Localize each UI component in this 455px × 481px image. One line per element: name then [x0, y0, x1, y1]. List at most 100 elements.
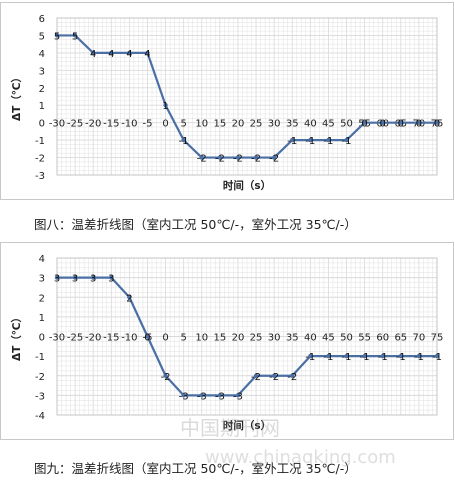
data-point [308, 137, 313, 143]
data-label: 0 [398, 119, 404, 130]
data-label: -1 [305, 352, 315, 363]
x-tick-label: 55 [358, 333, 371, 344]
chart-9-caption: 图九：温差折线图（室内工况 50℃/-，室外工况 35℃/-） [34, 461, 357, 476]
data-point [54, 33, 60, 38]
x-tick-label: 10 [195, 119, 208, 130]
data-point [326, 353, 331, 359]
data-point [109, 50, 114, 56]
x-tick-label: 75 [431, 333, 444, 344]
x-axis-label: 时间（s） [223, 419, 271, 432]
x-axis-label: 时间（s） [223, 179, 271, 192]
data-label: -1 [414, 352, 424, 363]
data-label: 5 [54, 31, 60, 42]
data-label: -3 [179, 391, 189, 402]
x-tick-label: 0 [162, 119, 168, 130]
data-label: -1 [305, 136, 315, 147]
data-label: -2 [251, 154, 261, 165]
data-point [398, 120, 404, 125]
x-tick-label: 40 [304, 333, 317, 344]
x-tick-label: 25 [250, 119, 263, 130]
data-label: -2 [161, 372, 171, 383]
data-point [199, 155, 204, 160]
data-label: 0 [416, 119, 422, 130]
data-label: 1 [162, 101, 168, 112]
grid [56, 17, 438, 176]
x-tick-label: 60 [376, 333, 389, 344]
data-point [380, 120, 385, 125]
series-line [57, 34, 437, 159]
data-point [163, 103, 168, 108]
data-point [145, 50, 150, 56]
x-tick-label: 10 [195, 333, 208, 344]
data-point [217, 155, 223, 160]
x-tick-label: 0 [162, 333, 168, 344]
data-label: 0 [361, 119, 367, 130]
data-label: 0 [434, 119, 440, 130]
data-point [163, 373, 168, 378]
data-point [380, 353, 385, 359]
y-tick-label: 3 [39, 66, 45, 77]
data-point [362, 120, 367, 125]
y-tick-label: 1 [39, 313, 45, 324]
data-point [181, 137, 186, 143]
y-tick-label: -2 [35, 372, 45, 383]
data-label: -1 [287, 136, 297, 147]
y-tick-label: -3 [35, 391, 45, 402]
x-tick-label: -5 [142, 119, 152, 130]
data-point [344, 137, 349, 143]
data-point [290, 137, 295, 143]
x-tick-label: 35 [286, 333, 299, 344]
data-point [271, 373, 277, 378]
data-point [344, 353, 349, 359]
data-point [434, 120, 440, 125]
x-tick-label: -10 [121, 333, 137, 344]
data-point [290, 373, 295, 378]
x-tick-label: 45 [322, 119, 335, 130]
data-label: 4 [108, 49, 114, 60]
data-label: -3 [233, 391, 243, 402]
data-label: -1 [342, 352, 352, 363]
x-tick-label: 15 [213, 333, 226, 344]
data-label: 3 [54, 274, 60, 285]
y-axis-label: ΔT（℃） [10, 312, 23, 361]
y-tick-label: -4 [35, 411, 45, 422]
data-label: -1 [179, 136, 189, 147]
y-tick-label: 1 [39, 101, 45, 112]
y-tick-label: -2 [35, 154, 45, 165]
data-label: 0 [144, 333, 150, 344]
y-tick-label: 0 [39, 119, 45, 130]
y-tick-label: 4 [39, 49, 45, 60]
data-label: -1 [432, 352, 442, 363]
data-label: -1 [378, 352, 388, 363]
data-label: 3 [108, 274, 114, 285]
data-label: -1 [396, 352, 406, 363]
y-tick-label: -3 [35, 171, 45, 182]
y-tick-label: 6 [39, 14, 45, 25]
data-label: -2 [251, 372, 261, 383]
x-tick-label: -10 [121, 119, 137, 130]
x-tick-label: 50 [340, 333, 353, 344]
data-point [72, 275, 78, 280]
data-point [90, 50, 96, 56]
grid [56, 257, 438, 416]
data-label: 4 [144, 49, 150, 60]
y-tick-label: -1 [35, 136, 45, 147]
x-tick-label: -20 [85, 333, 101, 344]
data-point [253, 155, 259, 160]
x-tick-label: 20 [232, 119, 245, 130]
data-point [271, 155, 277, 160]
x-tick-label: 65 [394, 333, 407, 344]
x-tick-label: -30 [49, 119, 65, 130]
x-tick-label: 15 [213, 119, 226, 130]
x-tick-label: -15 [103, 119, 119, 130]
data-label: -2 [215, 154, 225, 165]
data-point [308, 353, 313, 359]
data-label: -3 [215, 391, 225, 402]
plot-area-border [56, 257, 438, 416]
data-label: 5 [72, 31, 78, 42]
data-label: -1 [360, 352, 370, 363]
y-tick-label: 2 [39, 84, 45, 95]
data-point [235, 155, 241, 160]
x-tick-label: 5 [180, 119, 186, 130]
chart-9: 43210-1-2-3-4-30-25-20-15-10-50510152025… [10, 254, 444, 432]
